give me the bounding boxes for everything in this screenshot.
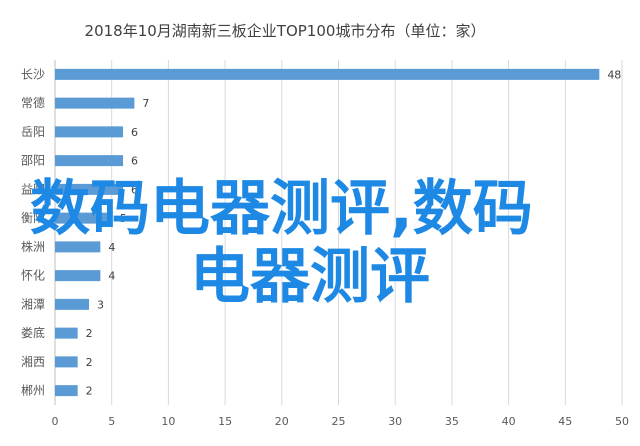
data-label: 6 [131, 126, 138, 139]
data-label: 2 [86, 385, 93, 398]
x-tick-label: 35 [445, 415, 459, 428]
bar [55, 97, 135, 109]
category-label: 邵阳 [21, 154, 45, 168]
bar [55, 126, 124, 138]
bar [55, 385, 78, 397]
x-tick-labels: 0 5 10 15 20 25 30 35 40 45 50 [52, 415, 630, 428]
bar [55, 241, 101, 253]
bars [55, 68, 600, 397]
category-label: 怀化 [21, 269, 45, 283]
data-labels: 48 7 6 6 6 5 4 4 3 2 2 2 [86, 68, 622, 397]
bar [55, 327, 78, 339]
category-label: 郴州 [21, 384, 45, 398]
x-tick-label: 5 [108, 415, 115, 428]
x-tick-label: 40 [502, 415, 516, 428]
data-label: 4 [108, 241, 115, 254]
data-label: 2 [86, 356, 93, 369]
category-label: 岳阳 [21, 125, 45, 139]
data-label: 6 [131, 155, 138, 168]
data-label: 4 [108, 270, 115, 283]
data-label: 48 [607, 68, 621, 81]
data-label: 2 [86, 327, 93, 340]
category-label: 株洲 [21, 239, 45, 254]
bar [55, 68, 600, 80]
category-label: 娄底 [21, 325, 45, 340]
category-label: 益阳 [21, 182, 45, 196]
category-label: 衡阳 [21, 211, 45, 225]
x-tick-label: 30 [388, 415, 402, 428]
grid [54, 60, 623, 405]
x-tick-label: 0 [52, 415, 59, 428]
x-tick-label: 10 [161, 415, 175, 428]
category-label: 常德 [21, 95, 45, 110]
bar [55, 183, 124, 195]
bar [55, 356, 78, 368]
x-tick-label: 25 [332, 415, 346, 428]
x-tick-label: 20 [275, 415, 289, 428]
x-tick-label: 50 [615, 415, 629, 428]
category-label: 湘潭 [21, 296, 45, 311]
category-label: 湘西 [21, 354, 45, 369]
data-label: 5 [120, 212, 127, 225]
bar [55, 212, 112, 224]
x-tick-label: 15 [218, 415, 232, 428]
bar [55, 155, 124, 167]
data-label: 6 [131, 183, 138, 196]
data-label: 7 [142, 97, 149, 110]
category-label: 长沙 [21, 67, 45, 81]
chart-title: 2018年10月湖南新三板企业TOP100城市分布（单位：家） [85, 22, 486, 40]
data-label: 3 [97, 298, 104, 311]
x-tick-label: 45 [558, 415, 572, 428]
bar [55, 270, 101, 282]
bar [55, 298, 90, 310]
